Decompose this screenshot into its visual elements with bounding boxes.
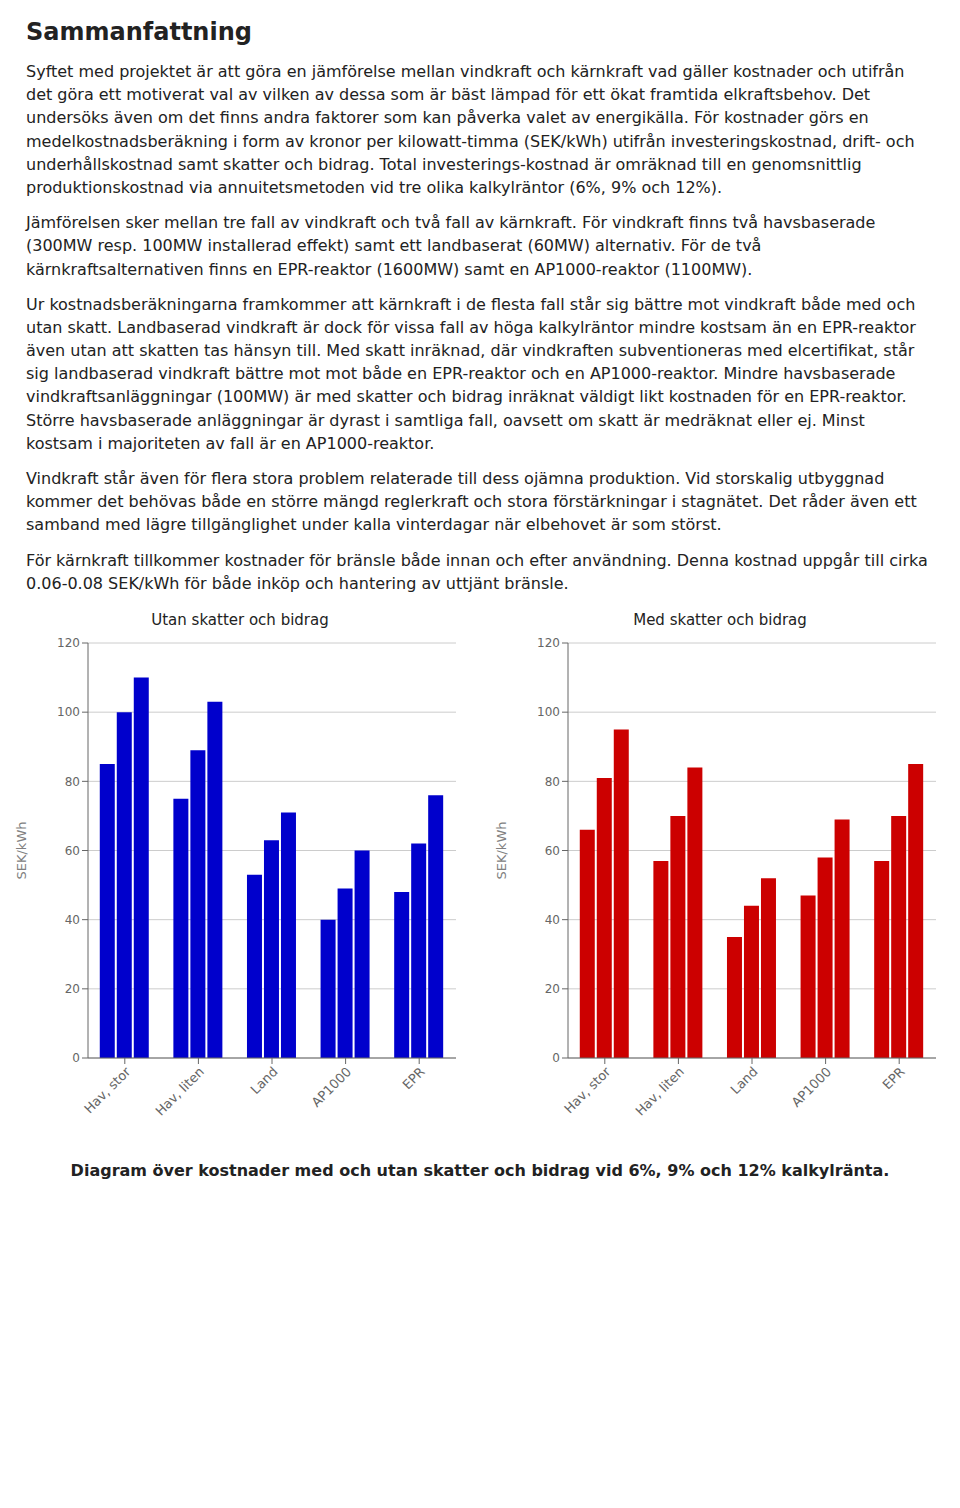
svg-text:40: 40	[65, 913, 80, 927]
html-text:Utan skatter och bidrag: Utan skatter och bidrag	[151, 610, 329, 629]
svg-text:0: 0	[72, 1051, 80, 1065]
svg-text:EPR: EPR	[399, 1064, 427, 1092]
svg-text:EPR: EPR	[879, 1064, 907, 1092]
svg-text:Land: Land	[248, 1064, 281, 1097]
svg-text:20: 20	[65, 982, 80, 996]
html-text:Vindkraft står även för flera: Vindkraft står även för flera stora prob…	[26, 469, 917, 535]
svg-text:60: 60	[545, 844, 560, 858]
html-text:Diagram över kostnader med och: Diagram över kostnader med och utan skat…	[70, 1160, 890, 1180]
svg-text:Hav, liten: Hav, liten	[632, 1064, 687, 1119]
svg-text:80: 80	[545, 775, 560, 789]
svg-text:AP1000: AP1000	[308, 1064, 354, 1110]
svg-text:SEK/kWh: SEK/kWh	[14, 821, 29, 879]
svg-text:100: 100	[537, 705, 560, 719]
html-text:Sammanfattning: Sammanfattning	[26, 18, 252, 46]
svg-text:120: 120	[57, 636, 80, 650]
svg-text:Land: Land	[728, 1064, 761, 1097]
svg-text:80: 80	[65, 775, 80, 789]
svg-text:0: 0	[552, 1051, 560, 1065]
svg-text:Hav, stor: Hav, stor	[561, 1064, 614, 1117]
svg-text:100: 100	[57, 705, 80, 719]
html-text:För kärnkraft tillkommer kostn: För kärnkraft tillkommer kostnader för b…	[26, 550, 928, 593]
svg-text:60: 60	[65, 844, 80, 858]
svg-text:AP1000: AP1000	[788, 1064, 834, 1110]
svg-text:20: 20	[545, 982, 560, 996]
svg-text:Hav, stor: Hav, stor	[81, 1064, 134, 1117]
svg-text:40: 40	[545, 913, 560, 927]
html-text:Syftet med projektet är att gö: Syftet med projektet är att göra en jämf…	[26, 62, 915, 197]
svg-text:Hav, liten: Hav, liten	[152, 1064, 207, 1119]
html-text:Jämförelsen sker mellan tre fa: Jämförelsen sker mellan tre fall av vind…	[26, 213, 876, 279]
svg-text:SEK/kWh: SEK/kWh	[494, 821, 509, 879]
html-text:Med skatter och bidrag: Med skatter och bidrag	[633, 610, 807, 629]
html-text:Ur kostnadsberäkningarna framk: Ur kostnadsberäkningarna framkommer att …	[26, 294, 916, 453]
svg-text:120: 120	[537, 636, 560, 650]
